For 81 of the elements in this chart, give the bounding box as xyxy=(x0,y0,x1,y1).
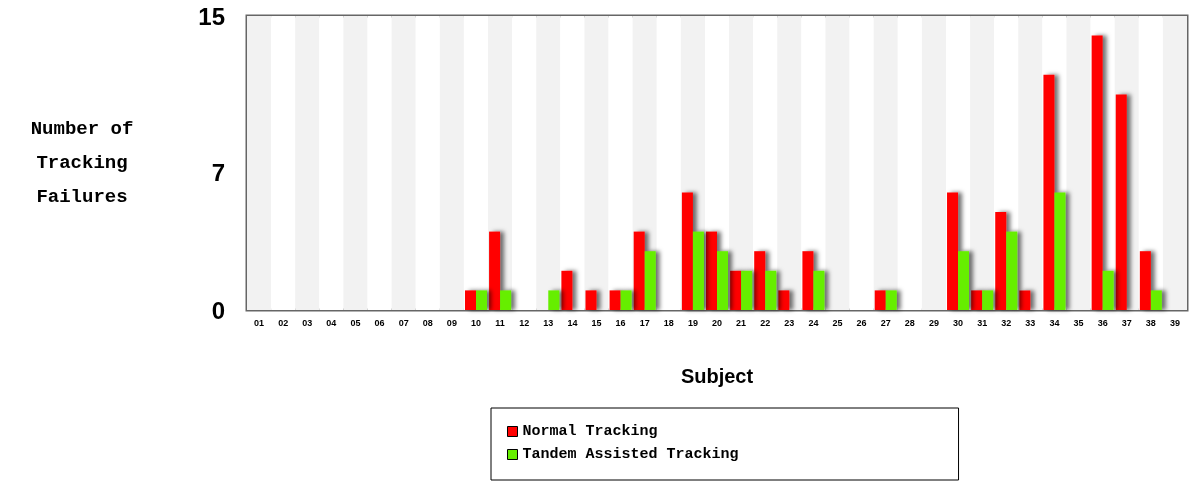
bar xyxy=(609,290,621,310)
x-tick-label: 36 xyxy=(1097,317,1108,328)
x-tick-label: 25 xyxy=(832,317,843,328)
bar xyxy=(1006,231,1018,310)
x-tick-label: 22 xyxy=(760,317,771,328)
x-tick-label: 37 xyxy=(1121,317,1132,328)
bar xyxy=(995,212,1007,310)
bar xyxy=(633,231,645,310)
bar xyxy=(1150,290,1162,310)
bar xyxy=(1054,192,1066,310)
bar xyxy=(754,251,766,310)
bar xyxy=(947,192,959,310)
bar xyxy=(971,290,983,310)
x-tick-label: 27 xyxy=(880,317,891,328)
x-tick-label: 09 xyxy=(446,317,457,328)
bar xyxy=(730,270,742,310)
bar xyxy=(765,270,777,310)
legend-label: Normal Tracking xyxy=(522,423,658,440)
bar xyxy=(885,290,897,310)
bar xyxy=(778,290,790,310)
bar xyxy=(706,231,717,310)
x-tick-label: 12 xyxy=(519,317,530,328)
bar xyxy=(464,290,476,310)
bar xyxy=(561,270,573,310)
x-tick-label: 05 xyxy=(350,317,361,328)
legend-label: Tandem Assisted Tracking xyxy=(522,446,739,463)
x-tick-label: 35 xyxy=(1073,317,1084,328)
bar xyxy=(585,290,597,310)
bar xyxy=(802,251,814,310)
x-tick-label: 33 xyxy=(1025,317,1036,328)
x-tick-label: 06 xyxy=(374,317,385,328)
x-tick-label: 23 xyxy=(784,317,795,328)
x-tick-label: 38 xyxy=(1145,317,1156,328)
bar xyxy=(874,290,886,310)
y-tick-label: 7 xyxy=(211,159,225,187)
y-tick-label: 15 xyxy=(198,2,225,30)
x-tick-label: 32 xyxy=(1001,317,1012,328)
x-tick-label: 28 xyxy=(904,317,915,328)
x-tick-label: 10 xyxy=(470,317,481,328)
bar xyxy=(1019,290,1031,310)
x-tick-label: 13 xyxy=(543,317,554,328)
bar xyxy=(620,290,632,310)
x-tick-label: 18 xyxy=(663,317,674,328)
x-tick-label: 39 xyxy=(1169,317,1180,328)
x-tick-label: 16 xyxy=(615,317,626,328)
x-tick-label: 08 xyxy=(422,317,433,328)
x-tick-label: 30 xyxy=(953,317,964,328)
bar xyxy=(692,231,704,310)
bar xyxy=(644,251,656,310)
y-tick-label: 0 xyxy=(211,296,225,324)
bar xyxy=(1139,251,1151,310)
x-tick-label: 19 xyxy=(687,317,698,328)
x-tick-label: 07 xyxy=(398,317,409,328)
bar xyxy=(813,270,825,310)
bar xyxy=(475,290,487,310)
bar xyxy=(982,290,994,310)
x-tick-label: 21 xyxy=(736,317,747,328)
x-tick-label: 17 xyxy=(639,317,650,328)
bar xyxy=(489,231,501,310)
bar xyxy=(1102,270,1114,310)
x-tick-label: 31 xyxy=(977,317,988,328)
x-tick-label: 01 xyxy=(254,317,265,328)
x-tick-label: 26 xyxy=(856,317,867,328)
y-axis-title: Number of Tracking Failures xyxy=(30,118,134,208)
x-tick-label: 14 xyxy=(567,317,578,328)
x-tick-label: 20 xyxy=(711,317,723,328)
x-tick-label: 04 xyxy=(326,317,337,328)
x-tick-label: 29 xyxy=(928,317,939,328)
x-axis-title: Subject xyxy=(680,365,754,387)
x-tick-label: 24 xyxy=(808,317,819,328)
bar xyxy=(958,251,970,310)
x-tick-label: 02 xyxy=(278,317,289,328)
x-tick-label: 15 xyxy=(591,317,602,328)
bar xyxy=(681,192,693,310)
bar xyxy=(741,270,753,310)
x-tick-label: 11 xyxy=(495,317,505,328)
bar xyxy=(500,290,512,310)
x-tick-label: 34 xyxy=(1049,317,1060,328)
bar xyxy=(548,290,560,310)
x-tick-label: 03 xyxy=(302,317,313,328)
bar xyxy=(717,251,728,310)
